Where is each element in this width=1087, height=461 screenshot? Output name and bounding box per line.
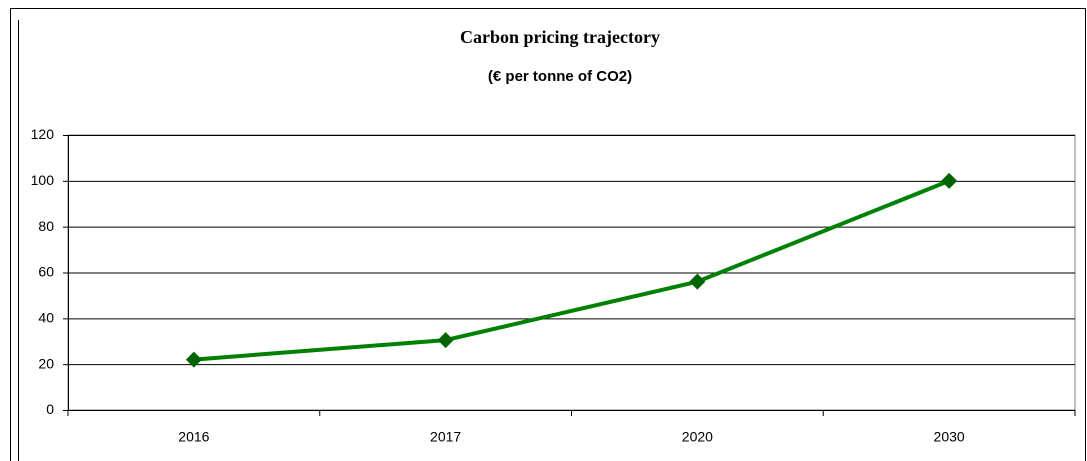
- data-line: [193, 178, 950, 362]
- x-tick-label: 2030: [934, 429, 965, 445]
- data-marker: [185, 351, 202, 368]
- x-tick-label: 2020: [682, 429, 713, 445]
- data-marker: [437, 332, 454, 349]
- data-marker: [941, 172, 958, 189]
- y-tick-label: 0: [46, 401, 54, 417]
- y-tick-label: 40: [38, 310, 54, 326]
- y-tick-label: 20: [38, 355, 54, 371]
- y-tick-label: 80: [38, 218, 54, 234]
- data-marker: [689, 273, 706, 290]
- chart-frame: [10, 8, 1086, 461]
- x-tick-label: 2017: [430, 429, 461, 445]
- chart-title: Carbon pricing trajectory: [460, 27, 660, 47]
- y-tick-label: 60: [38, 264, 54, 280]
- y-tick-label: 100: [31, 172, 55, 188]
- chart-subtitle: (€ per tonne of CO2): [488, 68, 632, 85]
- y-tick-label: 120: [31, 126, 55, 142]
- x-tick-label: 2016: [178, 429, 209, 445]
